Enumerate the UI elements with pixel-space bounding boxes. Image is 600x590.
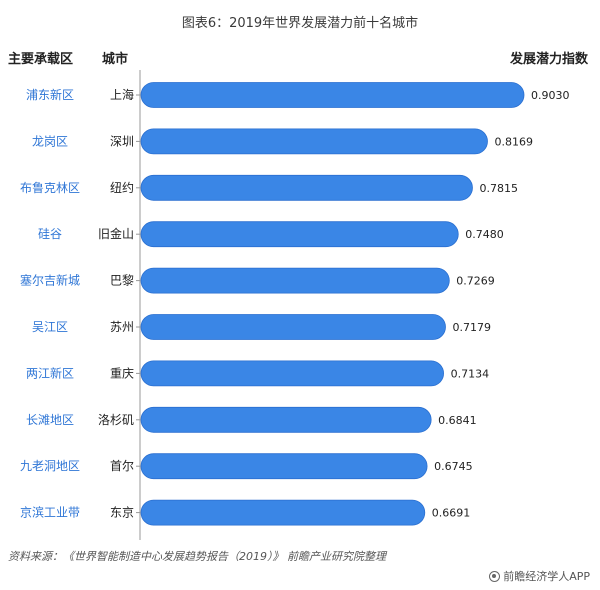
zone-label: 龙岗区 (32, 134, 68, 148)
zone-label: 硅谷 (38, 227, 62, 241)
data-label: 0.7179 (452, 321, 491, 334)
bar-洛杉矶 (140, 406, 432, 433)
zone-column-header: 主要承载区 (8, 52, 74, 67)
data-label: 0.6841 (438, 414, 477, 427)
data-label: 0.9030 (531, 89, 570, 102)
zone-label: 塞尔吉新城 (20, 273, 80, 288)
city-tick-label: 苏州 (110, 320, 134, 334)
data-label: 0.7134 (451, 367, 490, 380)
data-label: 0.7815 (479, 182, 518, 195)
bar-首尔 (140, 453, 428, 480)
brand-credit: 前瞻经济学人APP (489, 568, 590, 584)
bar-重庆 (140, 360, 444, 387)
bar-深圳 (140, 128, 488, 155)
source-note: 资料来源：《世界智能制造中心发展趋势报告（2019）》 前瞻产业研究院整理 (8, 550, 386, 563)
zone-label: 布鲁克林区 (20, 181, 80, 195)
zone-label: 九老洞地区 (20, 459, 80, 473)
bar-巴黎 (140, 267, 450, 294)
city-tick-label: 重庆 (110, 366, 134, 380)
zone-label: 吴江区 (32, 320, 68, 334)
bar-旧金山 (140, 221, 459, 248)
data-label: 0.6745 (434, 460, 473, 473)
zone-label: 京滨工业带 (20, 505, 80, 520)
zone-label: 两江新区 (26, 365, 74, 380)
chart-title: 图表6：2019年世界发展潜力前十名城市 (181, 16, 419, 31)
value-column-header: 发展潜力指数 (509, 52, 588, 67)
city-tick-label: 上海 (110, 87, 134, 102)
city-tick-label: 旧金山 (98, 226, 134, 241)
data-label: 0.6691 (432, 507, 471, 520)
city-tick-label: 纽约 (110, 180, 134, 195)
bar-上海 (140, 82, 525, 108)
data-label: 0.8169 (494, 135, 533, 148)
zone-label: 浦东新区 (26, 87, 74, 102)
city-tick-label: 深圳 (110, 134, 134, 148)
data-label: 0.7269 (456, 275, 495, 288)
city-tick-label: 首尔 (110, 458, 134, 473)
city-tick-label: 洛杉矶 (98, 412, 134, 427)
bar-苏州 (140, 314, 446, 340)
city-tick-label: 东京 (110, 506, 134, 520)
brand-logo-icon (489, 570, 501, 582)
bar-东京 (140, 499, 426, 526)
data-label: 0.7480 (465, 228, 504, 241)
brand-text: 前瞻经济学人APP (503, 570, 590, 583)
city-tick-label: 巴黎 (110, 274, 134, 288)
zone-label: 长滩地区 (26, 413, 74, 427)
city-column-header: 城市 (102, 52, 129, 67)
bar-纽约 (140, 174, 473, 201)
